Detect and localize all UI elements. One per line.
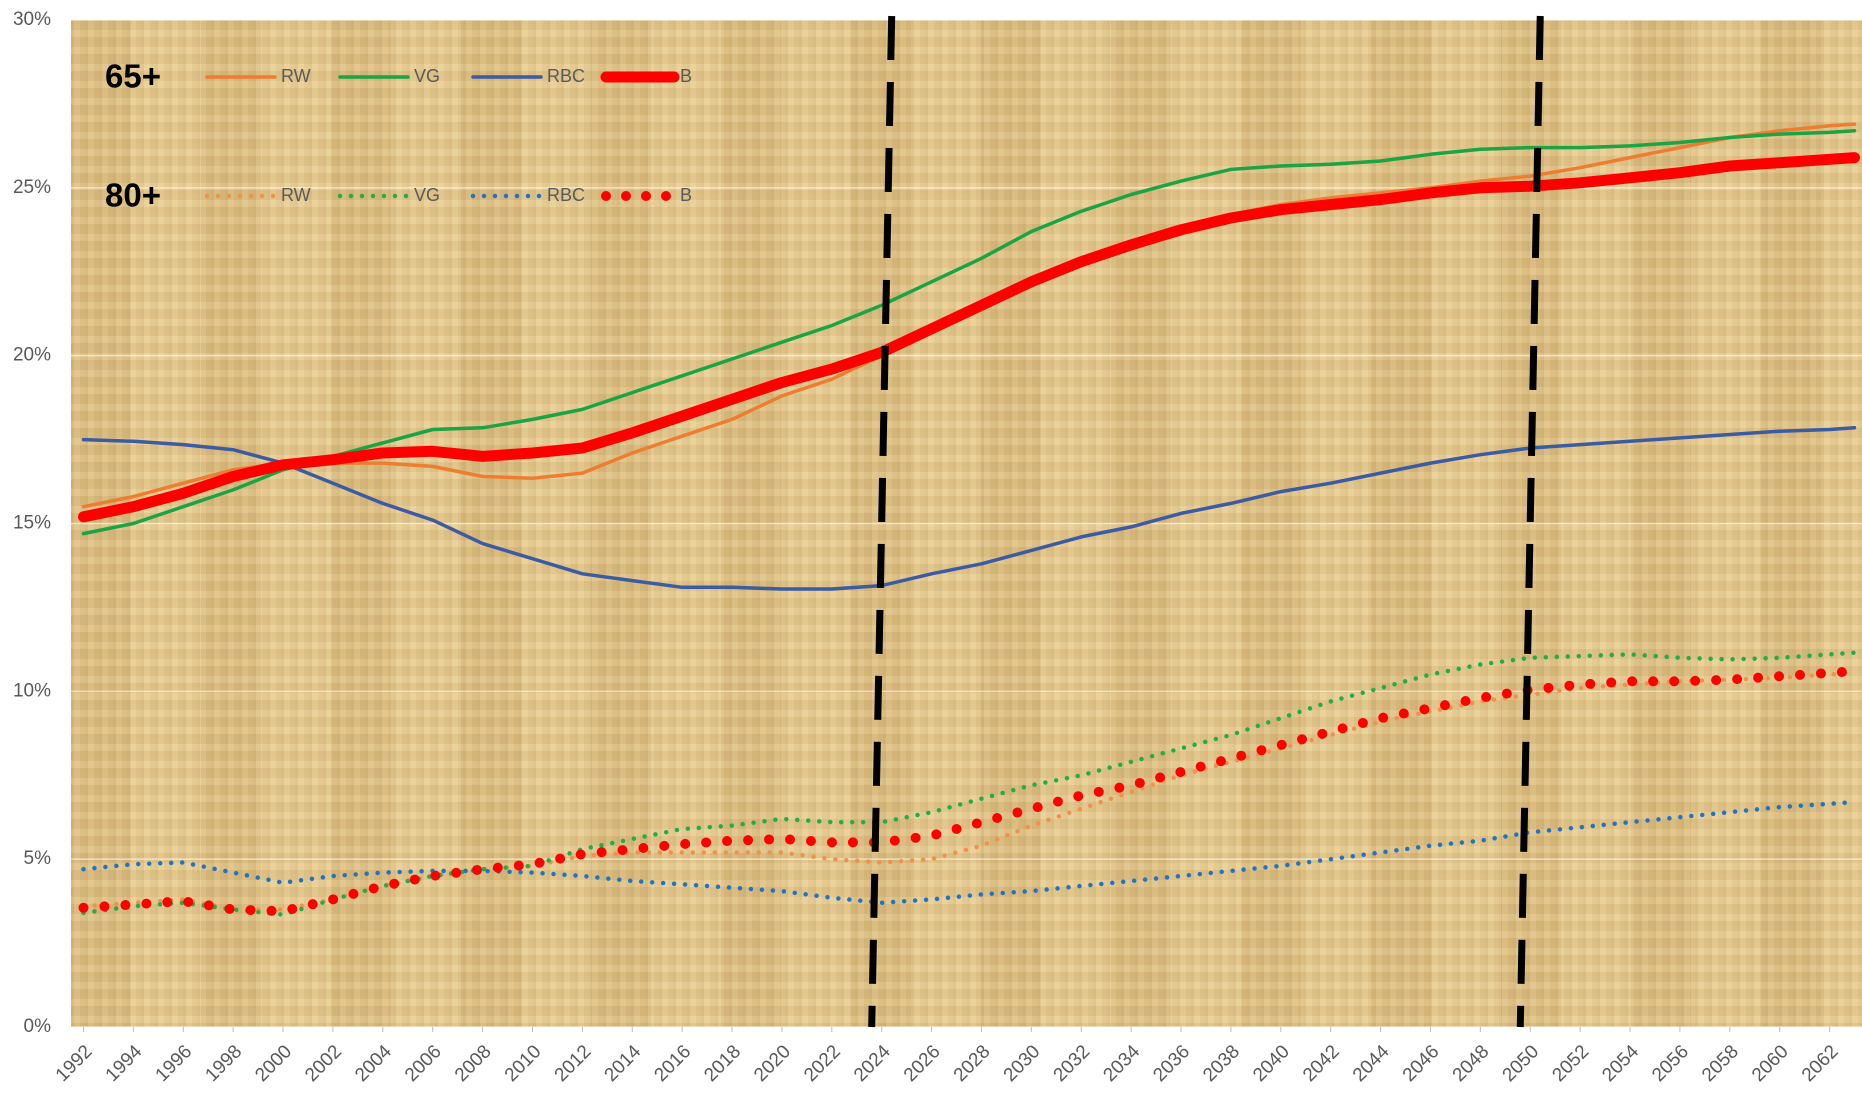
x-tick-label: 2046 — [1399, 1041, 1444, 1086]
series-line — [78, 666, 1860, 917]
x-tick-label: 2050 — [1499, 1041, 1544, 1086]
legend-label: B — [680, 66, 692, 86]
x-tick-label: 2060 — [1748, 1041, 1793, 1086]
x-tick-label: 2058 — [1698, 1041, 1743, 1086]
series-line — [81, 650, 1857, 917]
series-line — [81, 799, 1857, 906]
x-tick-label: 1992 — [52, 1041, 97, 1086]
legend-label: B — [680, 185, 692, 205]
legend-label: VG — [414, 66, 440, 86]
y-tick-label: 5% — [24, 848, 52, 869]
series-line — [78, 152, 1860, 523]
legend-label: RBC — [547, 185, 585, 205]
legend-label: VG — [414, 185, 440, 205]
y-tick-label: 0% — [24, 1016, 52, 1037]
x-tick-label: 1998 — [201, 1041, 246, 1086]
x-tick-label: 2054 — [1598, 1041, 1643, 1086]
x-tick-label: 2040 — [1249, 1041, 1294, 1086]
series-line — [81, 670, 1857, 912]
x-tick-label: 2036 — [1149, 1041, 1194, 1086]
x-tick-label: 2014 — [601, 1041, 646, 1086]
x-tick-label: 2008 — [451, 1041, 496, 1086]
x-tick-label: 2052 — [1548, 1041, 1593, 1086]
x-tick-label: 2042 — [1299, 1041, 1344, 1086]
x-tick-label: 2016 — [650, 1041, 695, 1086]
legend-group-label: 65+ — [105, 58, 161, 95]
x-tick-label: 2044 — [1349, 1041, 1394, 1086]
x-tick-label: 2038 — [1199, 1041, 1244, 1086]
x-tick-label: 1996 — [152, 1041, 197, 1086]
x-tick-label: 2006 — [401, 1041, 446, 1086]
x-tick-label: 1994 — [102, 1041, 147, 1086]
legend-label: RW — [281, 66, 311, 86]
x-tick-label: 2032 — [1050, 1041, 1095, 1086]
x-tick-label: 2030 — [1000, 1041, 1045, 1086]
series-line — [81, 129, 1857, 536]
x-tick-label: 2028 — [950, 1041, 995, 1086]
x-tick-label: 2024 — [850, 1041, 895, 1086]
x-tick-label: 2000 — [251, 1041, 296, 1086]
x-tick-label: 2020 — [750, 1041, 795, 1086]
y-tick-label: 15% — [13, 513, 51, 534]
legend-label: RBC — [547, 66, 585, 86]
series-line — [81, 426, 1857, 591]
marker-line — [1516, 15, 1544, 1028]
x-tick-label: 2018 — [700, 1041, 745, 1086]
x-tick-label: 2034 — [1099, 1041, 1144, 1086]
legend-label: RW — [281, 185, 311, 205]
marker-line — [868, 15, 896, 1028]
x-tick-label: 2010 — [501, 1041, 546, 1086]
x-tick-label: 2026 — [900, 1041, 945, 1086]
x-tick-label: 2056 — [1648, 1041, 1693, 1086]
x-tick-label: 2048 — [1449, 1041, 1494, 1086]
y-tick-label: 25% — [13, 177, 51, 198]
x-tick-label: 2012 — [551, 1041, 596, 1086]
x-tick-label: 2004 — [351, 1041, 396, 1086]
legend-group-label: 80+ — [105, 177, 161, 214]
y-tick-label: 10% — [13, 680, 51, 701]
y-tick-label: 20% — [13, 345, 51, 366]
y-tick-label: 30% — [13, 9, 51, 30]
x-tick-label: 2062 — [1798, 1041, 1843, 1086]
x-tick-label: 2002 — [301, 1041, 346, 1086]
x-tick-label: 2022 — [800, 1041, 845, 1086]
